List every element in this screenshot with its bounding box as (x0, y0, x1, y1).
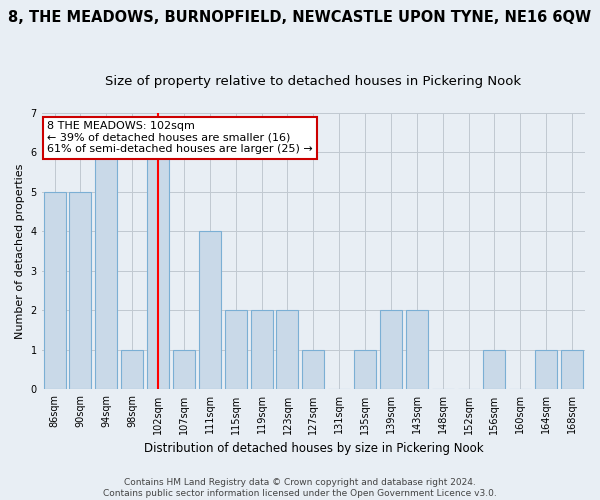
Bar (199, 232, 221, 390)
Bar (251, 310, 272, 390)
Y-axis label: Number of detached properties: Number of detached properties (15, 164, 25, 339)
Bar (225, 310, 247, 390)
Bar (70, 192, 91, 390)
Bar (95, 152, 118, 390)
Bar (44, 192, 65, 390)
Bar (173, 350, 195, 390)
Title: Size of property relative to detached houses in Pickering Nook: Size of property relative to detached ho… (105, 75, 521, 88)
Bar (302, 350, 325, 390)
Bar (484, 350, 505, 390)
Text: Contains HM Land Registry data © Crown copyright and database right 2024.
Contai: Contains HM Land Registry data © Crown c… (103, 478, 497, 498)
Bar (121, 350, 143, 390)
Text: 8 THE MEADOWS: 102sqm
← 39% of detached houses are smaller (16)
61% of semi-deta: 8 THE MEADOWS: 102sqm ← 39% of detached … (47, 121, 313, 154)
Bar (147, 152, 169, 390)
Bar (535, 350, 557, 390)
Bar (561, 350, 583, 390)
Bar (354, 350, 376, 390)
Bar (406, 310, 428, 390)
Text: 8, THE MEADOWS, BURNOPFIELD, NEWCASTLE UPON TYNE, NE16 6QW: 8, THE MEADOWS, BURNOPFIELD, NEWCASTLE U… (8, 10, 592, 25)
X-axis label: Distribution of detached houses by size in Pickering Nook: Distribution of detached houses by size … (143, 442, 483, 455)
Bar (277, 310, 298, 390)
Bar (380, 310, 402, 390)
